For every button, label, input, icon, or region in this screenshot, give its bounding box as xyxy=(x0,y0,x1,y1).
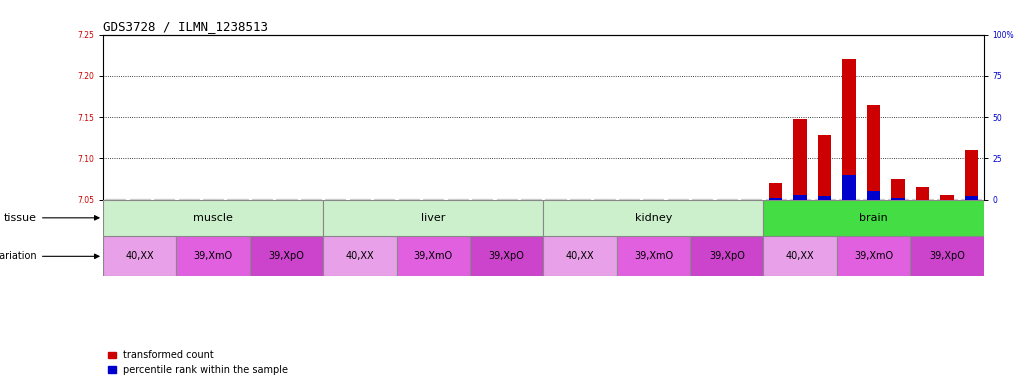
Text: 40,XX: 40,XX xyxy=(126,251,154,262)
Bar xyxy=(867,191,881,200)
Text: muscle: muscle xyxy=(194,213,233,223)
Bar xyxy=(544,236,617,276)
Bar xyxy=(617,236,690,276)
Text: 40,XX: 40,XX xyxy=(786,251,815,262)
Bar xyxy=(470,236,543,276)
Bar xyxy=(544,200,763,236)
Bar xyxy=(763,236,836,276)
Bar xyxy=(836,236,911,276)
Bar xyxy=(818,196,831,200)
Bar xyxy=(965,196,978,200)
Bar xyxy=(793,195,806,200)
Text: brain: brain xyxy=(859,213,888,223)
Bar xyxy=(891,198,904,200)
Bar xyxy=(916,187,929,200)
Legend: transformed count, percentile rank within the sample: transformed count, percentile rank withi… xyxy=(108,351,288,375)
Text: GDS3728 / ILMN_1238513: GDS3728 / ILMN_1238513 xyxy=(103,20,268,33)
Bar xyxy=(763,200,984,236)
Text: 39,XpO: 39,XpO xyxy=(709,251,745,262)
Text: 39,XpO: 39,XpO xyxy=(929,251,965,262)
Bar xyxy=(965,150,978,200)
Bar xyxy=(176,236,249,276)
Text: 40,XX: 40,XX xyxy=(345,251,374,262)
Bar xyxy=(940,195,954,200)
Bar xyxy=(769,198,783,200)
Text: 40,XX: 40,XX xyxy=(565,251,594,262)
Text: 39,XmO: 39,XmO xyxy=(854,251,893,262)
Text: genotype/variation: genotype/variation xyxy=(0,251,99,262)
Text: 39,XpO: 39,XpO xyxy=(269,251,305,262)
Text: tissue: tissue xyxy=(4,213,99,223)
Bar xyxy=(818,135,831,200)
Bar xyxy=(690,236,763,276)
Bar xyxy=(843,175,856,200)
Bar xyxy=(323,200,543,236)
Bar xyxy=(769,183,783,200)
Bar xyxy=(843,59,856,200)
Bar xyxy=(323,236,397,276)
Bar xyxy=(397,236,470,276)
Bar xyxy=(867,105,881,200)
Text: 39,XmO: 39,XmO xyxy=(414,251,453,262)
Bar xyxy=(103,200,323,236)
Bar xyxy=(891,179,904,200)
Bar xyxy=(793,119,806,200)
Text: 39,XmO: 39,XmO xyxy=(194,251,233,262)
Text: 39,XmO: 39,XmO xyxy=(633,251,673,262)
Text: kidney: kidney xyxy=(634,213,673,223)
Bar xyxy=(911,236,984,276)
Bar xyxy=(249,236,323,276)
Text: 39,XpO: 39,XpO xyxy=(488,251,524,262)
Bar xyxy=(103,236,176,276)
Text: liver: liver xyxy=(421,213,445,223)
